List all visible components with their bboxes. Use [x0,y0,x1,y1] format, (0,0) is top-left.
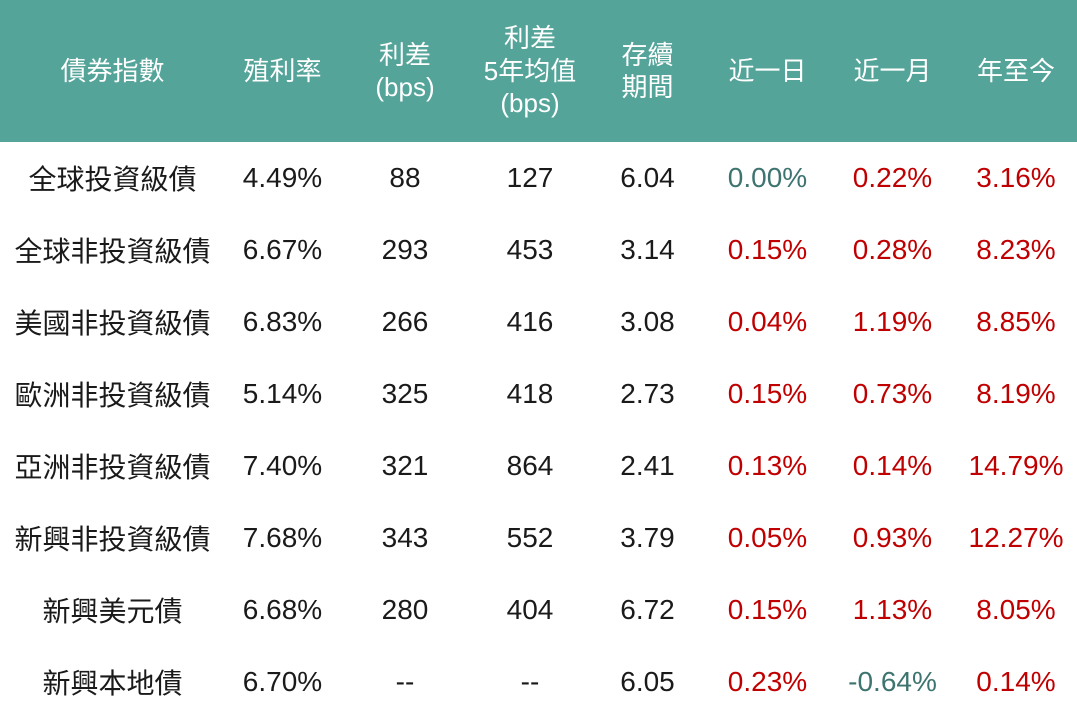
cell-ytd-change: 12.27% [955,502,1077,574]
cell-ytd-change: 3.16% [955,142,1077,214]
cell-spread-5y-avg-bps: 453 [470,214,590,286]
cell-spread-5y-avg-bps: 864 [470,430,590,502]
cell-ytd-change: 0.14% [955,646,1077,718]
cell-bond-index: 亞洲非投資級債 [0,430,225,502]
cell-duration: 6.04 [590,142,705,214]
cell-spread-5y-avg-bps: 418 [470,358,590,430]
cell-1d-change: 0.13% [705,430,830,502]
cell-spread-5y-avg-bps: 552 [470,502,590,574]
cell-duration: 3.08 [590,286,705,358]
cell-1m-change: 0.22% [830,142,955,214]
cell-spread-bps: 325 [340,358,470,430]
cell-spread-bps: -- [340,646,470,718]
cell-ytd-change: 14.79% [955,430,1077,502]
cell-yield: 6.70% [225,646,340,718]
cell-1d-change: 0.05% [705,502,830,574]
cell-1m-change: 0.28% [830,214,955,286]
col-header-spread-bps: 利差 (bps) [340,0,470,142]
table-row: 全球非投資級債 6.67% 293 453 3.14 0.15% 0.28% 8… [0,214,1077,286]
cell-yield: 4.49% [225,142,340,214]
cell-1d-change: 0.23% [705,646,830,718]
cell-yield: 5.14% [225,358,340,430]
table-row: 全球投資級債 4.49% 88 127 6.04 0.00% 0.22% 3.1… [0,142,1077,214]
cell-bond-index: 歐洲非投資級債 [0,358,225,430]
table-body: 全球投資級債 4.49% 88 127 6.04 0.00% 0.22% 3.1… [0,142,1077,718]
cell-1m-change: 1.19% [830,286,955,358]
cell-spread-bps: 293 [340,214,470,286]
cell-spread-bps: 266 [340,286,470,358]
cell-1d-change: 0.15% [705,214,830,286]
cell-1d-change: 0.00% [705,142,830,214]
cell-spread-bps: 321 [340,430,470,502]
cell-ytd-change: 8.19% [955,358,1077,430]
cell-yield: 7.68% [225,502,340,574]
cell-1d-change: 0.15% [705,358,830,430]
cell-yield: 6.68% [225,574,340,646]
cell-1m-change: -0.64% [830,646,955,718]
cell-yield: 6.67% [225,214,340,286]
cell-1m-change: 0.73% [830,358,955,430]
table-row: 新興本地債 6.70% -- -- 6.05 0.23% -0.64% 0.14… [0,646,1077,718]
col-header-spread-5y-avg-bps: 利差 5年均值 (bps) [470,0,590,142]
cell-spread-bps: 280 [340,574,470,646]
cell-duration: 2.41 [590,430,705,502]
cell-1m-change: 0.14% [830,430,955,502]
cell-spread-5y-avg-bps: 416 [470,286,590,358]
cell-ytd-change: 8.85% [955,286,1077,358]
table-row: 美國非投資級債 6.83% 266 416 3.08 0.04% 1.19% 8… [0,286,1077,358]
cell-bond-index: 新興本地債 [0,646,225,718]
cell-yield: 7.40% [225,430,340,502]
col-header-yield: 殖利率 [225,0,340,142]
col-header-bond-index: 債券指數 [0,0,225,142]
col-header-1m-change: 近一月 [830,0,955,142]
col-header-duration: 存續 期間 [590,0,705,142]
cell-bond-index: 全球投資級債 [0,142,225,214]
cell-spread-bps: 88 [340,142,470,214]
table-row: 歐洲非投資級債 5.14% 325 418 2.73 0.15% 0.73% 8… [0,358,1077,430]
cell-duration: 3.79 [590,502,705,574]
cell-bond-index: 新興非投資級債 [0,502,225,574]
header-row: 債券指數 殖利率 利差 (bps) 利差 5年均值 (bps) 存續 期間 近一… [0,0,1077,142]
cell-spread-bps: 343 [340,502,470,574]
cell-1d-change: 0.04% [705,286,830,358]
cell-duration: 6.05 [590,646,705,718]
cell-duration: 2.73 [590,358,705,430]
cell-yield: 6.83% [225,286,340,358]
cell-ytd-change: 8.05% [955,574,1077,646]
cell-duration: 6.72 [590,574,705,646]
table-row: 新興美元債 6.68% 280 404 6.72 0.15% 1.13% 8.0… [0,574,1077,646]
cell-spread-5y-avg-bps: -- [470,646,590,718]
col-header-ytd-change: 年至今 [955,0,1077,142]
col-header-1d-change: 近一日 [705,0,830,142]
cell-ytd-change: 8.23% [955,214,1077,286]
cell-1m-change: 0.93% [830,502,955,574]
cell-1m-change: 1.13% [830,574,955,646]
cell-bond-index: 美國非投資級債 [0,286,225,358]
table-row: 新興非投資級債 7.68% 343 552 3.79 0.05% 0.93% 1… [0,502,1077,574]
table-row: 亞洲非投資級債 7.40% 321 864 2.41 0.13% 0.14% 1… [0,430,1077,502]
cell-1d-change: 0.15% [705,574,830,646]
table-header: 債券指數 殖利率 利差 (bps) 利差 5年均值 (bps) 存續 期間 近一… [0,0,1077,142]
cell-spread-5y-avg-bps: 127 [470,142,590,214]
cell-bond-index: 全球非投資級債 [0,214,225,286]
cell-bond-index: 新興美元債 [0,574,225,646]
cell-duration: 3.14 [590,214,705,286]
cell-spread-5y-avg-bps: 404 [470,574,590,646]
